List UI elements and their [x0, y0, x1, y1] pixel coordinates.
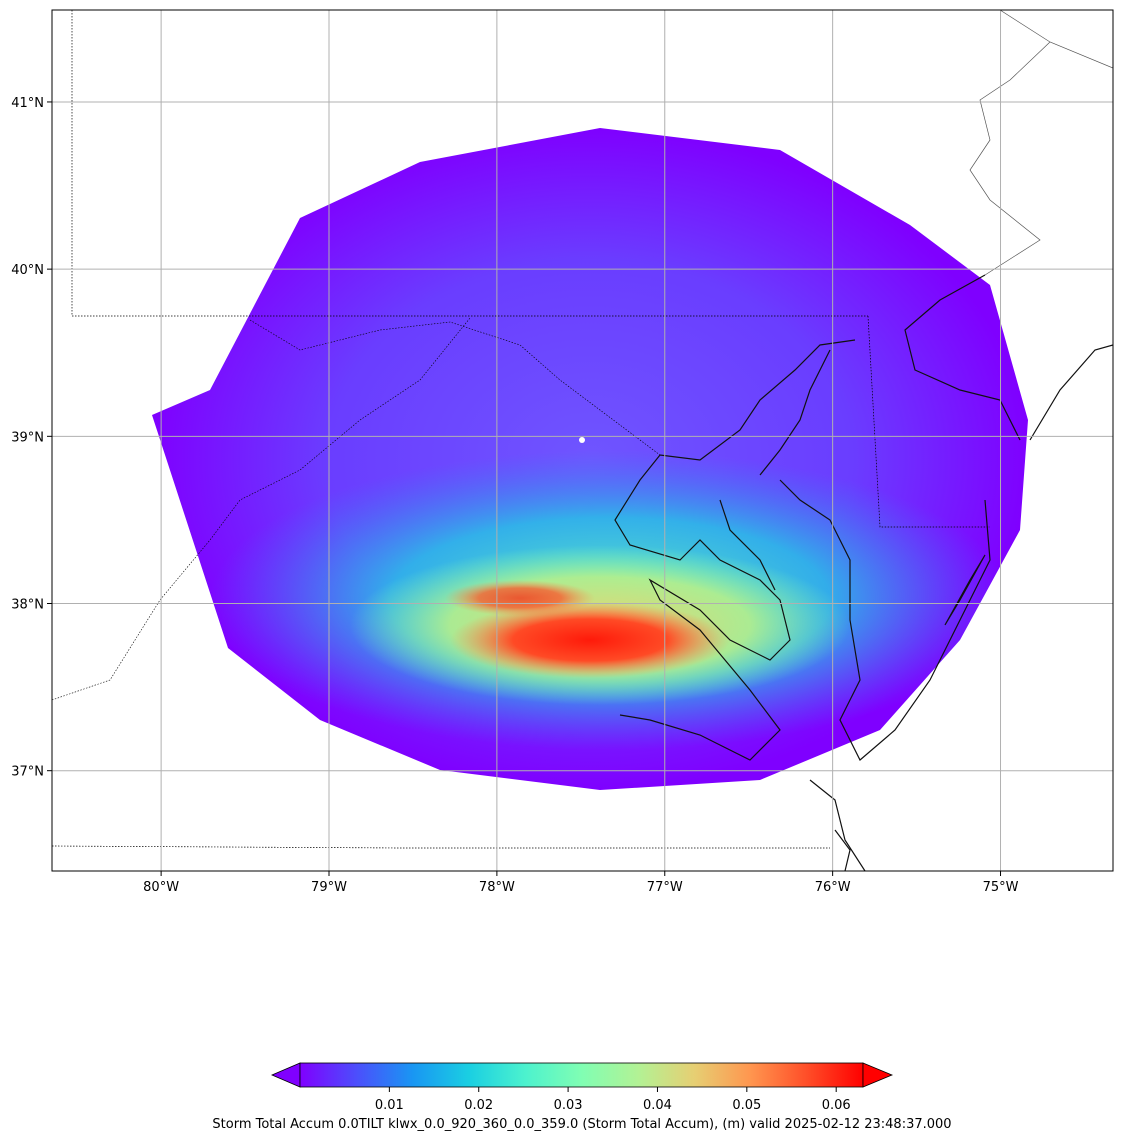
colorbar-tick-label: 0.02 [464, 1098, 493, 1113]
lon-tick-label: 80°W [143, 880, 179, 895]
lat-tick-label: 40°N [11, 263, 44, 278]
chesapeake-west-shore [614, 339, 856, 761]
lon-tick-label: 78°W [479, 880, 515, 895]
delmarva-inner-shore [719, 349, 831, 591]
delaware-bay-coast [904, 274, 1113, 441]
colorbar-gradient [299, 1062, 864, 1088]
state-border-va-nc [52, 845, 830, 849]
nj-ny-coast [969, 10, 1113, 276]
outer-banks-coast [809, 779, 866, 871]
state-border-pa-md [71, 10, 868, 317]
lat-tick-label: 39°N [11, 430, 44, 445]
colorbar-tick-label: 0.06 [822, 1098, 851, 1113]
radar-field [152, 128, 1028, 790]
lat-tick-label: 38°N [11, 598, 44, 613]
map-frame [51, 9, 1114, 872]
potomac-river [249, 319, 661, 456]
accum-core [450, 602, 730, 678]
state-border-de [867, 315, 990, 528]
lon-tick-label: 79°W [311, 880, 347, 895]
colorbar-tick-label: 0.05 [732, 1098, 761, 1113]
eastern-shore-va [944, 554, 986, 626]
gridlines [52, 10, 1113, 871]
colorbar-tick-label: 0.03 [554, 1098, 583, 1113]
lon-tick-label: 77°W [647, 880, 683, 895]
lat-tick-label: 37°N [11, 765, 44, 780]
lat-tick-label: 41°N [11, 96, 44, 111]
colorbar-tick-label: 0.04 [643, 1098, 672, 1113]
map-area: 80°W 79°W 78°W 77°W 76°W 75°W 41°N 40°N 39°N 38°… [11, 9, 1114, 895]
colorbar-extend-low [270, 1062, 301, 1088]
lat-tick-labels: 41°N 40°N 39°N 38°N 37°N [11, 96, 52, 780]
state-border-wv [52, 317, 471, 701]
chesapeake-east-shore [779, 479, 991, 761]
radar-site-marker [579, 437, 585, 443]
colorbar-ticks: 0.01 0.02 0.03 0.04 0.05 0.06 [375, 1087, 851, 1113]
colorbar-label: Storm Total Accum 0.0TILT klwx_0.0_920_3… [212, 1117, 951, 1132]
colorbar: 0.01 0.02 0.03 0.04 0.05 0.06 Storm Total Acc… [212, 1062, 952, 1132]
colorbar-extend-high [862, 1062, 894, 1088]
lon-tick-label: 76°W [815, 880, 851, 895]
lon-tick-label: 75°W [983, 880, 1019, 895]
colorbar-tick-label: 0.01 [375, 1098, 404, 1113]
lon-tick-labels: 80°W 79°W 78°W 77°W 76°W 75°W [143, 871, 1019, 895]
boundaries [52, 10, 1113, 871]
